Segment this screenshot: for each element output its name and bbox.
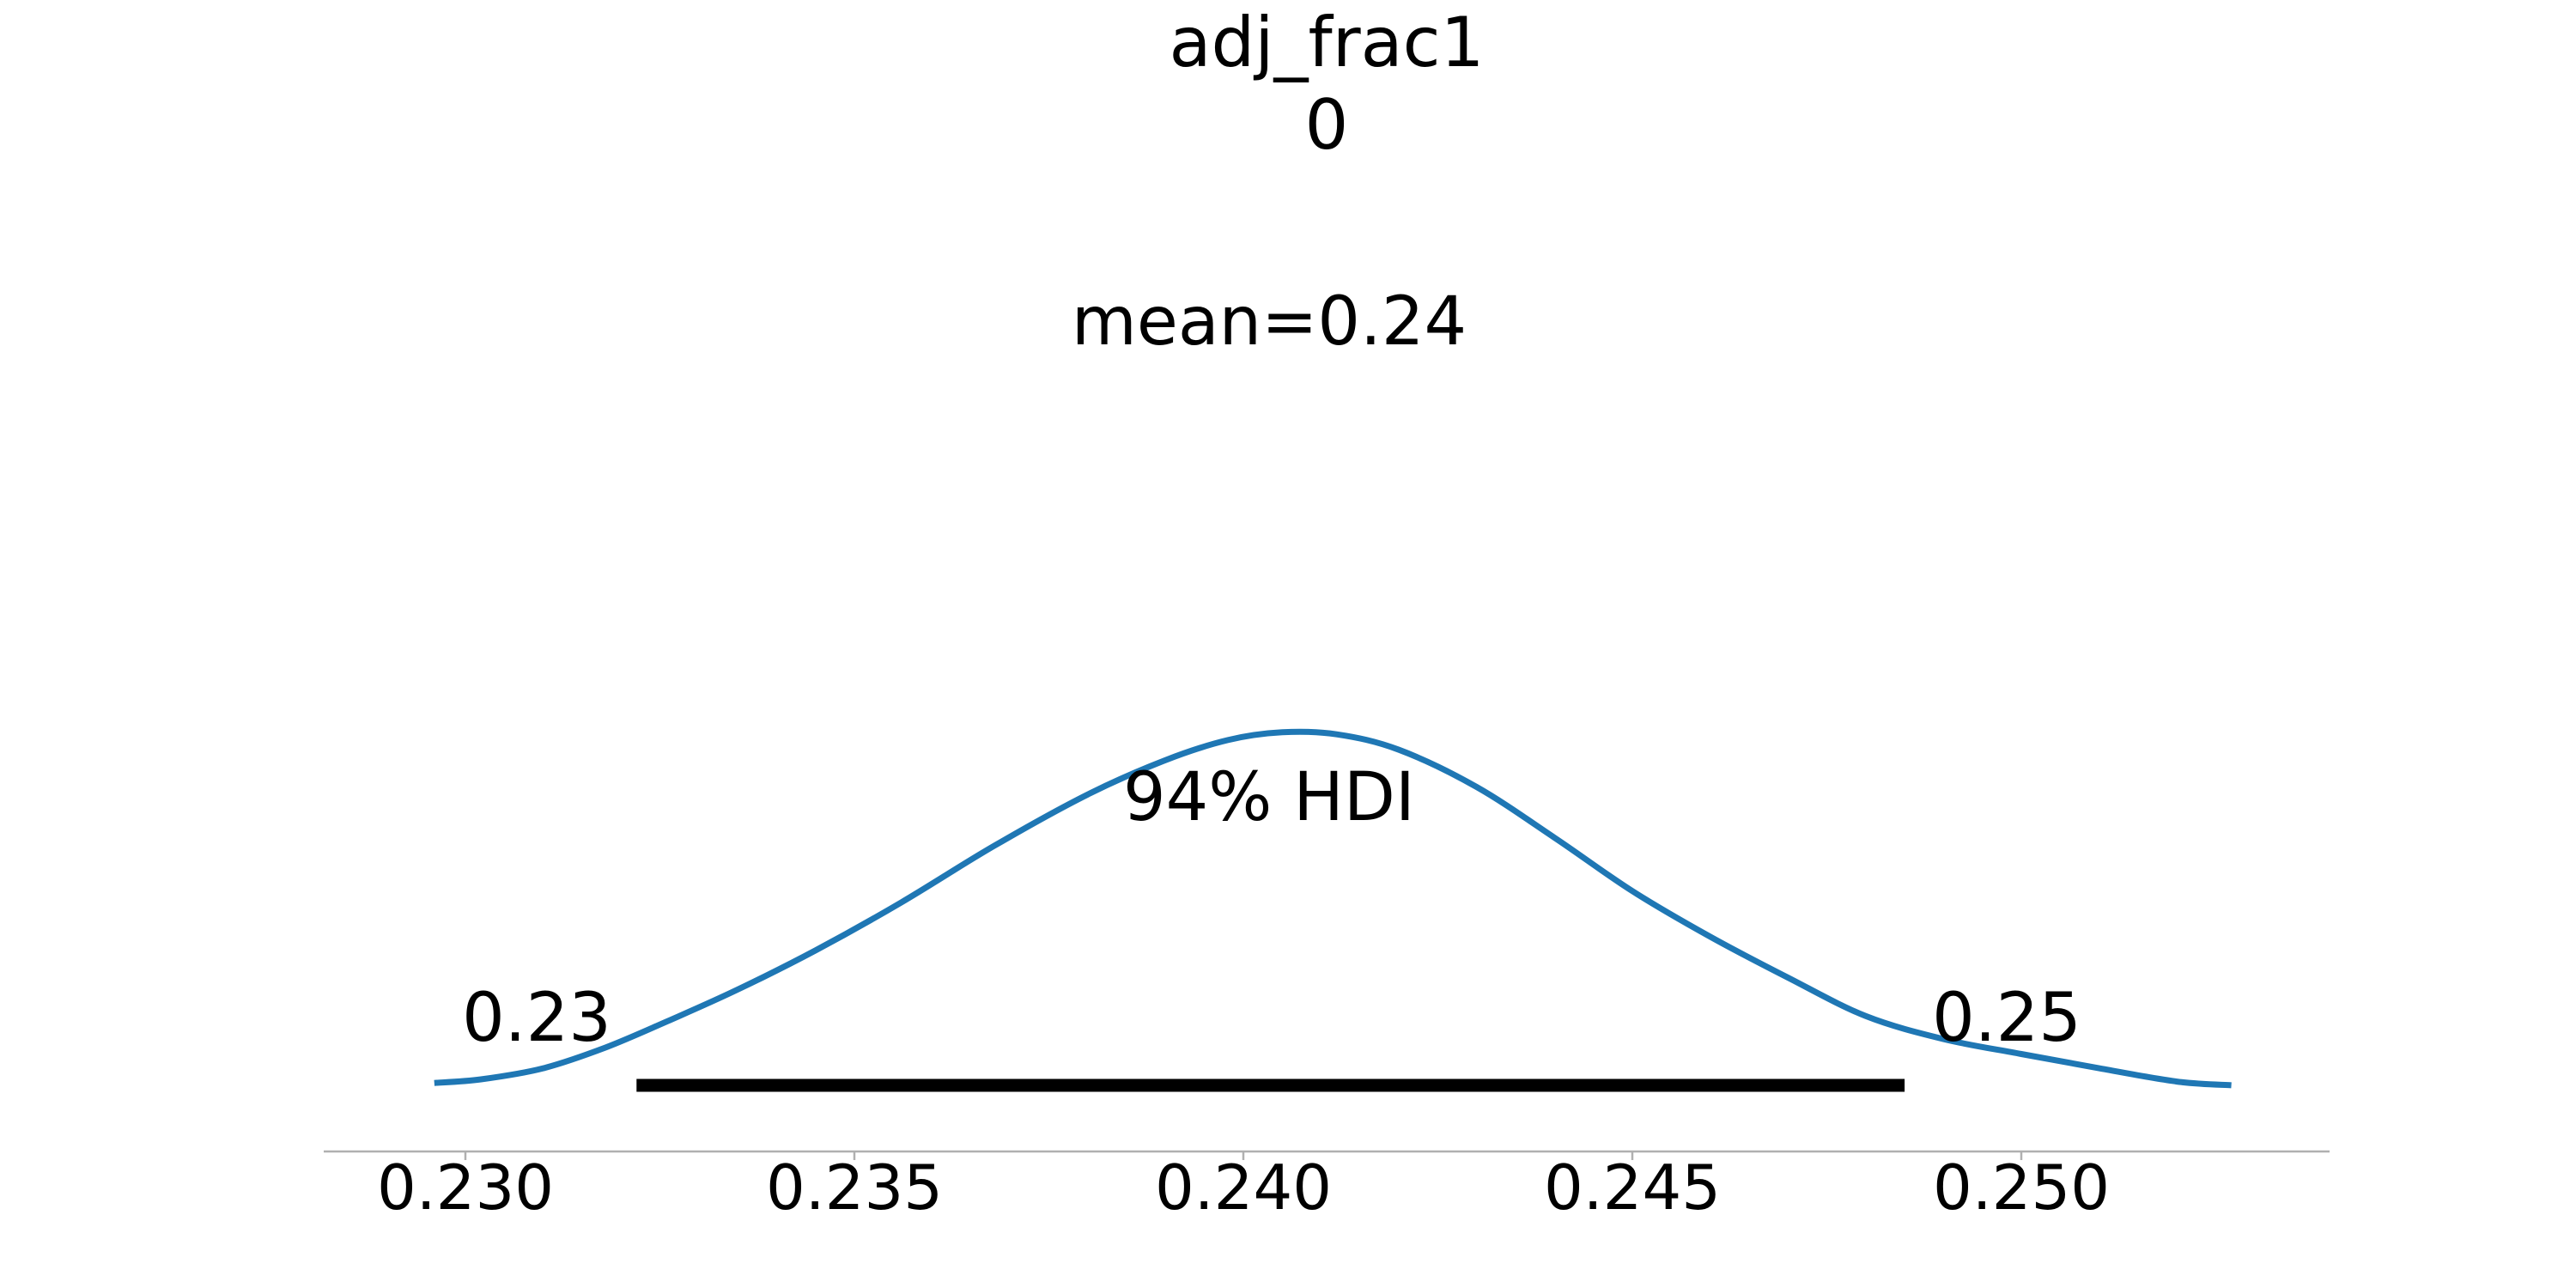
mean-label: mean=0.24 [1072, 283, 1467, 361]
chart-title: adj_frac1 [1170, 3, 1485, 82]
hdi-upper-label: 0.25 [1932, 980, 2081, 1057]
x-tick-label: 0.240 [1155, 1151, 1332, 1224]
density-curve [434, 728, 2232, 1089]
x-tick-label: 0.230 [377, 1151, 554, 1224]
chart-subtitle: 0 [1305, 85, 1349, 165]
x-tick-label: 0.245 [1544, 1151, 1721, 1224]
x-tick-label: 0.235 [766, 1151, 943, 1224]
x-tick-label: 0.250 [1933, 1151, 2110, 1224]
hdi-label: 94% HDI [1123, 759, 1415, 836]
x-axis-ticks: 0.230 0.235 0.240 0.245 0.250 [377, 1151, 2110, 1224]
hdi-lower-label: 0.23 [462, 980, 611, 1057]
